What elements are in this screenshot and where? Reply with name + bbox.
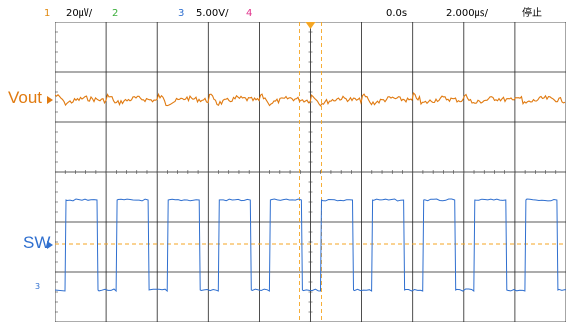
status-bar: 1 20㎶/ 2 3 5.00V/ 4 0.0s 2.000㎲/ 停止 (0, 0, 566, 22)
run-state-indicator[interactable]: 停止 (522, 8, 542, 19)
sw-channel-label: SW (23, 233, 51, 252)
sw-waveform (55, 198, 566, 293)
vout-level-marker[interactable] (47, 96, 53, 104)
ch2-number[interactable]: 2 (112, 8, 119, 19)
ch1-number[interactable]: 1 (44, 8, 51, 19)
ch3-scale[interactable]: 5.00V/ (196, 8, 229, 19)
ch3-number[interactable]: 3 (178, 8, 185, 19)
trigger-delay-readout: 0.0s (386, 8, 408, 19)
trigger-position-marker (305, 22, 316, 29)
sw-level-marker[interactable] (47, 241, 53, 249)
graticule-grid (55, 22, 566, 322)
timebase-readout[interactable]: 2.000㎲/ (446, 8, 488, 19)
ch3-ground-marker[interactable]: 3 (35, 282, 41, 291)
ch4-number[interactable]: 4 (246, 8, 253, 19)
scope-screen[interactable] (55, 22, 566, 322)
vout-waveform (55, 92, 566, 107)
vout-channel-label: Vout (8, 88, 43, 107)
trigger-cursor-lines (55, 22, 566, 322)
ch1-scale[interactable]: 20㎶/ (66, 8, 93, 19)
